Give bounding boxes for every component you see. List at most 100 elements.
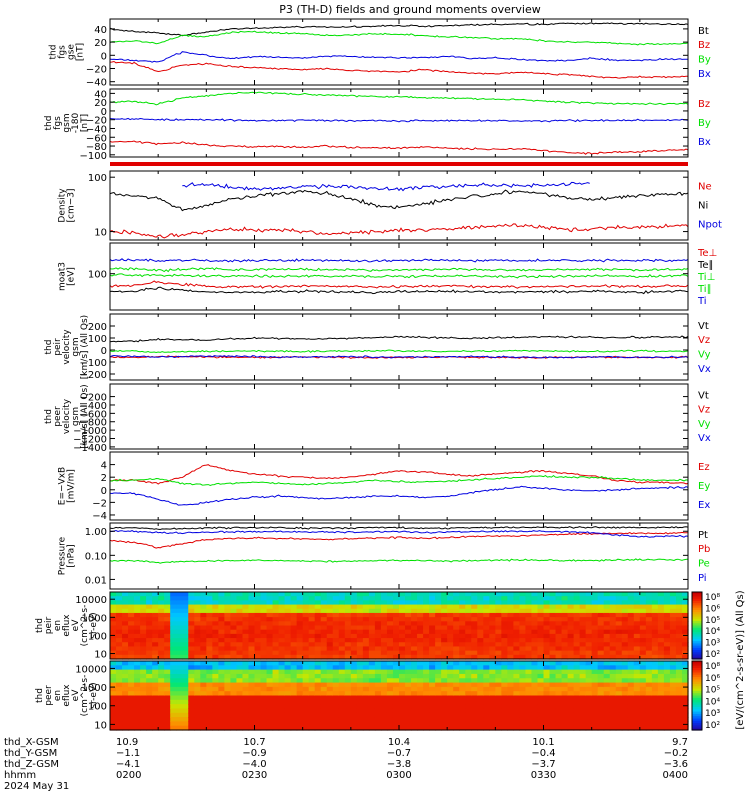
spectrogram-cell xyxy=(158,617,165,622)
spectrogram-cell xyxy=(356,633,364,639)
spectrogram-cell xyxy=(116,673,123,679)
spectrogram-cell xyxy=(266,695,274,701)
spectrogram-cell xyxy=(254,617,262,622)
spectrogram-cell xyxy=(531,678,539,684)
spectrogram-cell xyxy=(182,654,189,660)
spectrogram-cell xyxy=(507,661,514,666)
spectrogram-cell xyxy=(591,686,599,692)
spectrogram-cell xyxy=(188,621,195,627)
spectrogram-cell xyxy=(110,704,117,710)
spectrogram-cell xyxy=(429,612,436,618)
spectrogram-cell xyxy=(152,708,159,714)
spectrogram-cell xyxy=(380,695,388,701)
legend-label-Vx: Vx xyxy=(698,364,711,375)
spectrogram-cell xyxy=(224,721,232,727)
spectrogram-cell xyxy=(140,717,147,722)
spectrogram-cell xyxy=(573,633,581,639)
spectrogram-cell xyxy=(471,612,478,618)
spectrogram-cell xyxy=(525,629,533,635)
spectrogram-cell xyxy=(236,673,244,679)
spectrogram-cell xyxy=(332,682,340,688)
spectrogram-cell xyxy=(597,665,605,671)
colorbar-cell xyxy=(692,600,702,604)
spectrogram-cell xyxy=(314,717,322,722)
spectrogram-cell xyxy=(266,621,274,627)
y-tick-label: 0 xyxy=(101,346,107,357)
spectrogram-cell xyxy=(278,661,286,666)
spectrogram-cell xyxy=(615,633,623,639)
spectrogram-cell xyxy=(170,712,177,718)
spectrogram-cell xyxy=(495,629,502,635)
spectrogram-cell xyxy=(320,625,328,631)
spectrogram-cell xyxy=(290,712,298,718)
spectrogram-cell xyxy=(531,604,539,610)
spectrogram-cell xyxy=(188,646,195,652)
spectrogram-cell xyxy=(651,625,659,631)
spectrogram-cell xyxy=(122,625,129,631)
spectrogram-cell xyxy=(176,646,183,652)
spectrogram-cell xyxy=(122,686,129,692)
spectrogram-cell xyxy=(362,654,370,660)
spectrogram-cell xyxy=(116,633,123,639)
spectrogram-cell xyxy=(609,596,617,601)
spectrogram-cell xyxy=(368,669,376,675)
spectrogram-cell xyxy=(170,617,177,622)
spectrogram-cell xyxy=(537,629,545,635)
colorbar-cell xyxy=(692,690,702,694)
spectrogram-cell xyxy=(200,633,207,639)
colorbar-cell xyxy=(692,616,702,620)
spectrogram-cell xyxy=(284,678,292,684)
spectrogram-cell xyxy=(507,608,514,614)
spectrogram-cell xyxy=(543,625,551,631)
spectrogram-cell xyxy=(242,695,250,701)
spectrogram-cell xyxy=(236,596,244,601)
ephemeris-value: −0.9 xyxy=(242,748,266,759)
spectrogram-cell xyxy=(242,686,250,692)
spectrogram-cell xyxy=(230,678,238,684)
spectrogram-cell xyxy=(140,608,147,614)
spectrogram-cell xyxy=(152,604,159,610)
spectrogram-cell xyxy=(537,592,545,597)
spectrogram-cell xyxy=(224,608,232,614)
spectrogram-cell xyxy=(212,638,219,643)
spectrogram-cell xyxy=(332,725,340,731)
series-line-Pb xyxy=(109,531,688,549)
spectrogram-cell xyxy=(411,699,418,705)
spectrogram-cell xyxy=(182,699,189,705)
spectrogram-cell xyxy=(290,604,298,610)
spectrogram-cell xyxy=(296,608,304,614)
spectrogram-cell xyxy=(296,617,304,622)
spectrogram-cell xyxy=(374,669,382,675)
spectrogram-cell xyxy=(471,596,478,601)
spectrogram-cell xyxy=(110,629,117,635)
spectrogram-cell xyxy=(681,699,689,705)
spectrogram-cell xyxy=(681,704,689,710)
spectrogram-cell xyxy=(344,600,352,606)
spectrogram-cell xyxy=(555,686,563,692)
spectrogram-cell xyxy=(573,592,581,597)
spectrogram-cell xyxy=(417,704,424,710)
spectrogram-cell xyxy=(122,704,129,710)
spectrogram-cell xyxy=(549,712,557,718)
spectrogram-cell xyxy=(368,650,376,656)
spectrogram-cell xyxy=(651,678,659,684)
spectrogram-cell xyxy=(423,695,430,701)
spectrogram-cell xyxy=(314,629,322,635)
spectrogram-cell xyxy=(380,604,388,610)
spectrogram-cell xyxy=(386,625,394,631)
spectrogram-cell xyxy=(399,686,406,692)
spectrogram-cell xyxy=(302,669,310,675)
spectrogram-cell xyxy=(621,704,629,710)
spectrogram-cell xyxy=(525,650,533,656)
spectrogram-cell xyxy=(182,612,189,618)
spectrogram-cell xyxy=(338,625,346,631)
spectrogram-cell xyxy=(513,596,521,601)
y-tick-label: −20 xyxy=(86,116,107,127)
spectrogram-cell xyxy=(681,669,689,675)
spectrogram-cell xyxy=(164,661,171,666)
spectrogram-cell xyxy=(122,654,129,660)
spectrogram-cell xyxy=(206,608,213,614)
colorbar-cell xyxy=(692,677,702,680)
spectrogram-cell xyxy=(549,604,557,610)
spectrogram-cell xyxy=(392,682,400,688)
